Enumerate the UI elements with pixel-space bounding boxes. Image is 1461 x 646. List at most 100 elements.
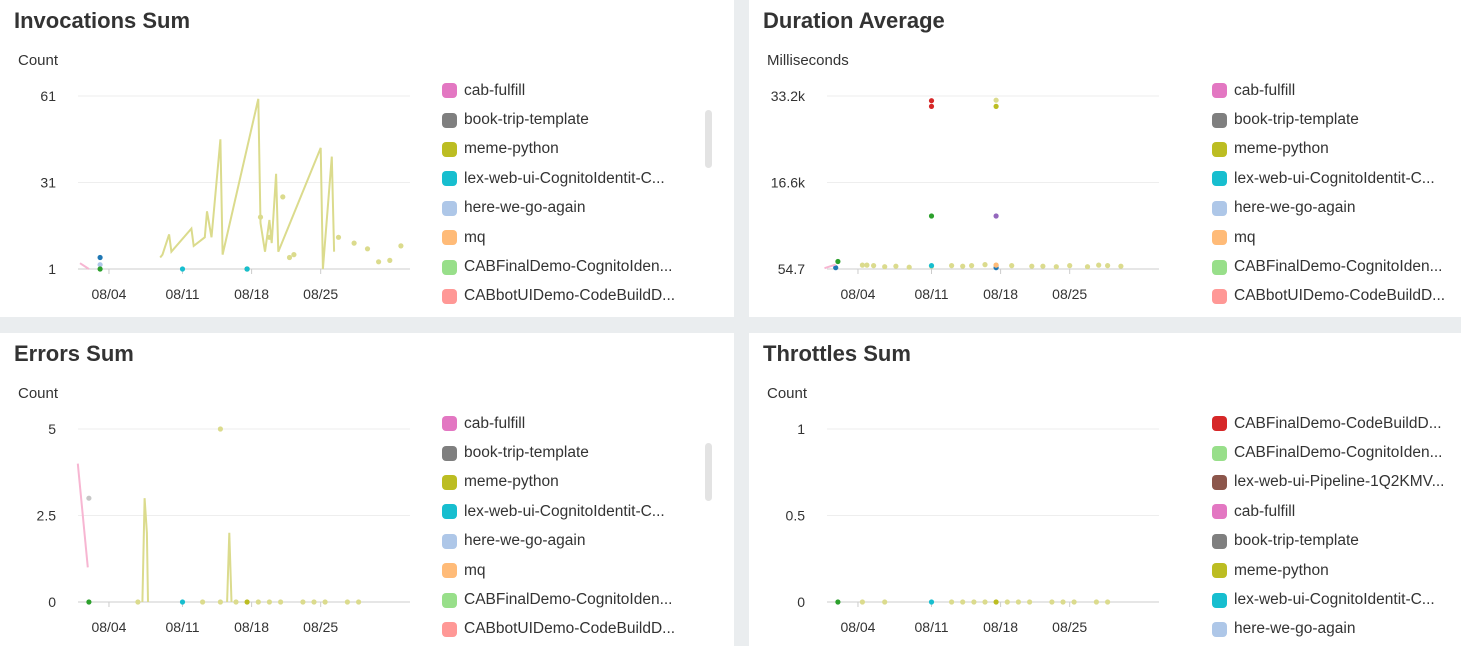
data-point (949, 263, 955, 269)
legend-label: CABFinalDemo-CognitoIden... (464, 591, 673, 609)
legend-item[interactable]: book-trip-template (1212, 105, 1461, 134)
data-point (993, 103, 999, 109)
legend-label: meme-python (1234, 140, 1329, 158)
data-point (982, 599, 988, 605)
legend-item[interactable]: CABFinalDemo-CognitoIden... (1212, 252, 1461, 281)
legend-item[interactable]: CABbotUIDemo-CodeBuildD... (442, 615, 712, 644)
x-tick-label: 08/18 (983, 286, 1018, 302)
legend-label: lex-web-ui-Pipeline-1Q2KMV... (1234, 473, 1445, 491)
data-point (928, 213, 935, 219)
data-point (244, 599, 250, 605)
legend-swatch (1212, 259, 1227, 275)
data-point (97, 254, 103, 261)
legend-swatch (1212, 230, 1227, 246)
legend-item[interactable]: here-we-go-again (442, 527, 712, 556)
legend-item[interactable]: CABFinalDemo-CognitoIden... (442, 585, 712, 614)
chart-legend: CABFinalDemo-CodeBuildD... CABFinalDemo-C… (1212, 409, 1461, 644)
legend-item[interactable]: cab-fulfill (442, 76, 712, 105)
x-tick-label: 08/04 (840, 286, 875, 302)
data-point (179, 599, 186, 605)
data-point (893, 263, 899, 269)
series-line (76, 463, 89, 568)
legend-scrollbar[interactable] (705, 110, 712, 168)
legend-item[interactable]: mq (442, 556, 712, 585)
x-tick-label: 08/18 (983, 619, 1018, 635)
legend-swatch (442, 83, 457, 99)
data-point (322, 599, 328, 605)
legend-item[interactable]: here-we-go-again (1212, 194, 1461, 223)
x-tick-label: 08/25 (1052, 286, 1087, 302)
legend-label: CABFinalDemo-CognitoIden... (1234, 258, 1443, 276)
x-tick-label: 08/25 (1052, 619, 1087, 635)
invocations-sum-chart[interactable]: 61 31 1 08/04 08/11 08/18 08/25 (0, 0, 440, 317)
legend-label: meme-python (464, 473, 559, 491)
data-point (233, 599, 239, 605)
legend-swatch (442, 288, 457, 304)
legend-item[interactable]: CABbotUIDemo-CodeBuildD... (1212, 282, 1461, 311)
data-point (398, 243, 404, 249)
data-point (993, 262, 999, 268)
data-point (928, 98, 935, 104)
errors-sum-chart[interactable]: 5 2.5 0 08/04 08/11 08/18 08/25 (0, 333, 440, 646)
legend-item[interactable]: CABFinalDemo-CognitoIden... (1212, 438, 1461, 467)
legend-swatch (442, 563, 457, 579)
y-axis-label: Count (767, 385, 808, 402)
legend-label: meme-python (1234, 561, 1329, 579)
legend-item[interactable]: CABFinalDemo-CognitoIden... (442, 252, 712, 281)
legend-item[interactable]: lex-web-ui-CognitoIdentit-C... (1212, 585, 1461, 614)
legend-item[interactable]: cab-fulfill (1212, 497, 1461, 526)
data-point (1105, 599, 1111, 605)
y-tick-label: 0 (797, 594, 805, 610)
data-point (387, 257, 393, 263)
data-point (135, 599, 141, 605)
y-tick-label: 61 (40, 88, 56, 104)
legend-item[interactable]: here-we-go-again (1212, 615, 1461, 644)
legend-label: mq (1234, 228, 1256, 246)
legend-item[interactable]: lex-web-ui-CognitoIdentit-C... (442, 497, 712, 526)
legend-swatch (1212, 533, 1227, 549)
legend-item[interactable]: book-trip-template (442, 438, 712, 467)
throttles-sum-chart[interactable]: 1 0.5 0 08/04 08/11 08/18 08/25 (749, 333, 1211, 646)
legend-item[interactable]: book-trip-template (1212, 527, 1461, 556)
series-line (226, 532, 233, 603)
legend-item[interactable]: meme-python (442, 468, 712, 497)
chart-legend: cab-fulfill book-trip-template meme-python… (1212, 76, 1461, 311)
legend-item[interactable]: meme-python (1212, 556, 1461, 585)
legend-item[interactable]: lex-web-ui-CognitoIdentit-C... (1212, 164, 1461, 193)
legend-item[interactable]: mq (442, 223, 712, 252)
data-point (1040, 263, 1046, 269)
duration-average-panel: Duration Average Milliseconds 33.2k 16.6k… (749, 0, 1461, 317)
legend-item[interactable]: meme-python (442, 135, 712, 164)
data-point (993, 213, 999, 219)
legend-item[interactable]: lex-web-ui-Pipeline-1Q2KMV... (1212, 468, 1461, 497)
legend-item[interactable]: lex-web-ui-CognitoIdentit-C... (442, 164, 712, 193)
y-tick-label: 31 (40, 175, 56, 191)
legend-item[interactable]: cab-fulfill (442, 409, 712, 438)
legend-label: CABbotUIDemo-CodeBuildD... (464, 287, 676, 305)
legend-label: book-trip-template (464, 444, 589, 462)
legend-swatch (442, 621, 457, 637)
x-tick-label: 08/18 (234, 619, 269, 635)
legend-item[interactable]: meme-python (1212, 135, 1461, 164)
legend-item[interactable]: mq (1212, 223, 1461, 252)
legend-scrollbar[interactable] (705, 443, 712, 501)
data-point (97, 262, 103, 268)
legend-item[interactable]: CABbotUIDemo-CodeBuildD... (442, 282, 712, 311)
legend-swatch (442, 112, 457, 128)
data-point (1015, 599, 1021, 605)
data-point (266, 234, 272, 240)
legend-label: book-trip-template (464, 111, 589, 129)
data-point (859, 262, 865, 268)
data-point (244, 266, 250, 272)
duration-average-chart[interactable]: 33.2k 16.6k 54.7 08/04 08/11 08/18 08/25 (749, 0, 1211, 317)
legend-label: here-we-go-again (464, 199, 586, 217)
series-line (79, 262, 90, 270)
data-point (86, 495, 92, 501)
legend-swatch (1212, 592, 1227, 608)
legend-item[interactable]: book-trip-template (442, 105, 712, 134)
data-point (993, 97, 999, 103)
legend-item[interactable]: cab-fulfill (1212, 76, 1461, 105)
legend-item[interactable]: here-we-go-again (442, 194, 712, 223)
legend-item[interactable]: CABFinalDemo-CodeBuildD... (1212, 409, 1461, 438)
series-line (159, 98, 336, 270)
